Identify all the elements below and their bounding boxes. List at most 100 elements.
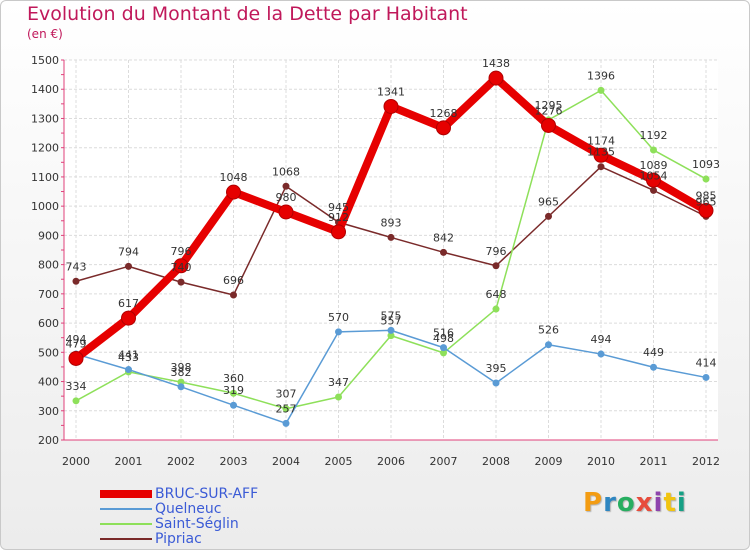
y-tick-label: 600 xyxy=(38,317,59,330)
x-tick-label: 2002 xyxy=(167,455,195,468)
data-point xyxy=(125,366,132,374)
x-tick-label: 2012 xyxy=(692,455,720,468)
data-point xyxy=(335,393,342,401)
chart-title: Evolution du Montant de la Dette par Hab… xyxy=(27,3,468,25)
data-label: 360 xyxy=(223,372,244,385)
data-point xyxy=(492,305,500,313)
y-tick-label: 1500 xyxy=(31,54,59,67)
data-label: 494 xyxy=(66,333,87,346)
legend-item: BRUC-SUR-AFF xyxy=(100,486,258,501)
data-label: 1068 xyxy=(272,165,300,178)
data-point xyxy=(436,120,451,136)
data-point xyxy=(72,397,80,405)
logo-letter: i xyxy=(676,488,687,518)
x-tick-label: 2011 xyxy=(640,455,668,468)
data-label: 433 xyxy=(118,351,139,364)
data-point xyxy=(646,172,661,188)
data-label: 319 xyxy=(223,384,244,397)
data-point xyxy=(545,341,552,349)
data-label: 842 xyxy=(433,231,454,244)
data-label: 985 xyxy=(696,190,717,203)
legend-item: Quelneuc xyxy=(100,501,258,516)
data-label: 648 xyxy=(486,288,507,301)
data-label: 575 xyxy=(381,309,402,322)
chart-legend: BRUC-SUR-AFF Quelneuc Saint-Séglin Pipriac xyxy=(100,486,258,546)
data-point xyxy=(545,212,552,220)
data-label: 526 xyxy=(538,324,559,337)
logo-letter: i xyxy=(653,488,664,518)
data-label: 398 xyxy=(171,361,192,374)
x-tick-label: 2004 xyxy=(272,455,300,468)
data-label: 1438 xyxy=(482,57,510,70)
data-point xyxy=(650,146,657,154)
data-label: 945 xyxy=(328,201,349,214)
data-label: 414 xyxy=(696,356,717,369)
data-label: 382 xyxy=(171,366,192,379)
logo-letter: o xyxy=(616,488,636,518)
data-point xyxy=(72,277,80,285)
legend-swatch xyxy=(100,537,152,540)
data-point xyxy=(125,262,132,270)
data-label: 1276 xyxy=(535,104,563,117)
y-tick-label: 1400 xyxy=(31,83,59,96)
data-point xyxy=(282,405,290,413)
logo-letter: r xyxy=(603,488,617,518)
y-tick-label: 1200 xyxy=(31,142,59,155)
x-tick-label: 2010 xyxy=(587,455,615,468)
data-label: 516 xyxy=(433,327,454,340)
data-point xyxy=(387,233,395,241)
y-tick-label: 400 xyxy=(38,376,59,389)
data-point xyxy=(121,310,136,326)
logo-letter: P xyxy=(583,488,604,518)
data-label: 498 xyxy=(433,332,454,345)
data-point xyxy=(597,163,605,171)
y-tick-label: 900 xyxy=(38,229,59,242)
data-label: 449 xyxy=(643,346,664,359)
data-point xyxy=(278,204,294,220)
data-point xyxy=(177,383,185,391)
y-tick-label: 500 xyxy=(38,346,59,359)
data-label: 347 xyxy=(328,376,349,389)
logo-letter: x xyxy=(635,488,654,518)
data-label: 557 xyxy=(381,315,402,328)
data-point xyxy=(173,258,189,274)
data-label: 570 xyxy=(328,311,349,324)
data-point xyxy=(702,373,710,381)
x-tick-label: 2007 xyxy=(430,455,458,468)
data-point xyxy=(492,379,500,387)
data-point xyxy=(593,147,609,163)
x-tick-label: 2005 xyxy=(325,455,353,468)
data-label: 1093 xyxy=(692,158,720,171)
data-label: 1396 xyxy=(587,69,615,82)
x-tick-label: 2003 xyxy=(220,455,248,468)
data-label: 494 xyxy=(591,333,612,346)
data-point xyxy=(440,344,447,352)
x-tick-label: 2008 xyxy=(482,455,510,468)
data-point xyxy=(387,326,395,334)
legend-label: Quelneuc xyxy=(155,500,222,517)
legend-label: BRUC-SUR-AFF xyxy=(155,485,259,502)
data-label: 1192 xyxy=(640,129,668,142)
proxiti-logo: Proxiti xyxy=(583,488,687,518)
data-point xyxy=(650,186,657,194)
data-label: 796 xyxy=(486,245,507,258)
legend-label: Saint-Séglin xyxy=(155,515,239,532)
data-point xyxy=(335,328,342,336)
data-point xyxy=(440,349,447,357)
data-label: 1295 xyxy=(535,99,563,112)
data-label: 912 xyxy=(328,211,349,224)
y-tick-label: 1100 xyxy=(31,171,59,184)
x-tick-label: 2001 xyxy=(115,455,143,468)
data-point xyxy=(383,98,399,114)
data-label: 1268 xyxy=(430,107,458,120)
x-tick-label: 2009 xyxy=(535,455,563,468)
data-label: 1089 xyxy=(640,159,668,172)
data-point xyxy=(226,184,241,200)
data-label: 965 xyxy=(538,195,559,208)
data-label: 307 xyxy=(276,388,297,401)
data-label: 395 xyxy=(486,362,507,375)
data-label: 1048 xyxy=(220,171,248,184)
data-label: 479 xyxy=(66,337,87,350)
data-label: 617 xyxy=(118,297,139,310)
